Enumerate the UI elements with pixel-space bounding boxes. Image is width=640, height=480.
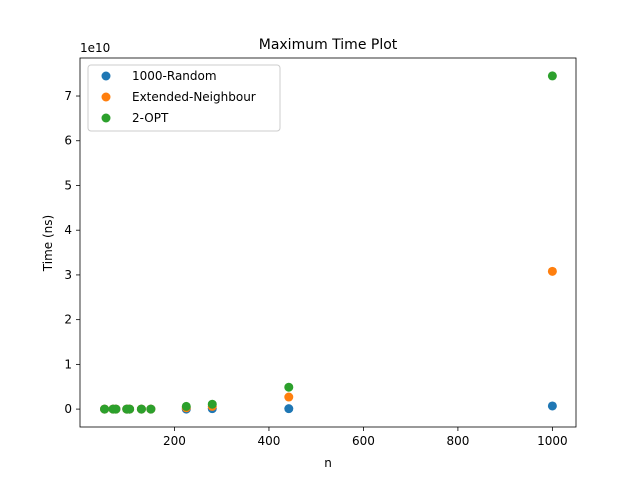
y-tick-label: 3 (64, 268, 72, 282)
data-point (284, 392, 294, 402)
y-axis-label: Time (ns) (41, 215, 55, 272)
plot-area (100, 71, 557, 414)
y-offset-text: 1e10 (80, 41, 110, 55)
data-point (284, 404, 294, 414)
data-point (111, 404, 121, 414)
plot-frame (79, 57, 577, 428)
data-point (547, 71, 557, 81)
y-tick-label: 7 (64, 89, 72, 103)
x-tick-label: 800 (446, 434, 469, 448)
x-tick-label: 1000 (537, 434, 568, 448)
y-tick-label: 5 (64, 178, 72, 192)
data-point (284, 382, 294, 392)
x-tick-label: 600 (352, 434, 375, 448)
data-point (181, 401, 191, 411)
y-tick-label: 6 (64, 134, 72, 148)
y-tick-label: 2 (64, 313, 72, 327)
legend: 1000-Random Extended-Neighbour 2-OPT (87, 64, 281, 132)
chart-title: Maximum Time Plot (259, 37, 398, 53)
data-point (207, 399, 217, 409)
legend-marker (101, 113, 111, 123)
data-point (125, 404, 135, 414)
data-point (146, 404, 156, 414)
y-tick-label: 0 (64, 402, 72, 416)
data-point (136, 404, 146, 414)
data-point (547, 401, 557, 411)
x-tick-label: 200 (163, 434, 186, 448)
y-tick-label: 1 (64, 357, 72, 371)
legend-label: Extended-Neighbour (132, 90, 256, 104)
legend-box (87, 64, 281, 132)
data-point (547, 266, 557, 276)
x-tick-label: 400 (257, 434, 280, 448)
x-axis: 200 400 600 800 1000 (163, 427, 568, 448)
y-axis: 0 1 2 3 4 5 6 7 (64, 89, 80, 416)
legend-label: 2-OPT (132, 111, 169, 125)
series-2-opt (100, 71, 557, 414)
y-tick-label: 4 (64, 223, 72, 237)
data-point (100, 404, 110, 414)
x-axis-label: n (324, 456, 332, 470)
legend-marker (101, 71, 111, 81)
legend-marker (101, 92, 111, 102)
legend-label: 1000-Random (132, 69, 217, 83)
